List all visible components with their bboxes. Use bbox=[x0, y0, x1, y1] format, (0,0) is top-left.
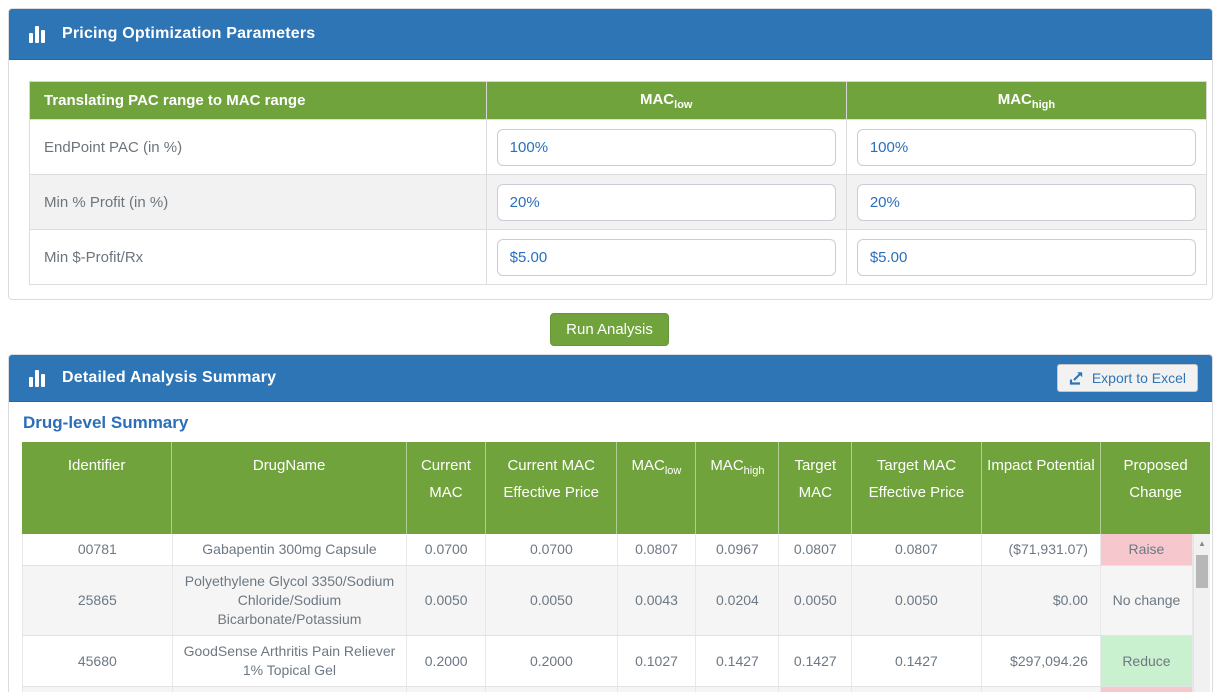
cell-mac-low: 0.0611 bbox=[617, 686, 697, 692]
analysis-summary-header: Detailed Analysis Summary Export to Exce… bbox=[9, 355, 1212, 402]
endpoint-pac-label: EndPoint PAC (in %) bbox=[29, 119, 487, 175]
analysis-summary-panel: Detailed Analysis Summary Export to Exce… bbox=[8, 354, 1213, 692]
header-mac-low: MAClow bbox=[616, 442, 697, 534]
header-target-mac-effective-price: Target MAC Effective Price bbox=[851, 442, 982, 534]
header-impact-potential: Impact Potential bbox=[981, 442, 1102, 534]
cell-proposed-change: Raise bbox=[1100, 534, 1194, 566]
table-row: 00781 Gabapentin 300mg Capsule 0.0700 0.… bbox=[22, 534, 1194, 566]
table-scrollbar[interactable]: ▲ bbox=[1193, 534, 1210, 692]
min-dollar-profit-high-input[interactable] bbox=[856, 238, 1196, 276]
bar-chart-icon bbox=[29, 369, 47, 387]
endpoint-pac-high-input[interactable] bbox=[856, 128, 1196, 166]
drug-table-body: 00781 Gabapentin 300mg Capsule 0.0700 0.… bbox=[22, 534, 1194, 692]
analysis-summary-body: Drug-level Summary Identifier DrugName C… bbox=[9, 402, 1212, 692]
cell-identifier: 10810 bbox=[22, 686, 173, 692]
drug-table-header: Identifier DrugName Current MAC Current … bbox=[22, 442, 1210, 534]
cell-drug-name: Metformin Hydrochloride 500mg Tablet bbox=[172, 686, 408, 692]
pricing-parameters-body: Translating PAC range to MAC range MAClo… bbox=[9, 60, 1212, 299]
header-drug-name: DrugName bbox=[171, 442, 408, 534]
parameters-header-label: Translating PAC range to MAC range bbox=[29, 81, 487, 120]
cell-current-eff: 0.2000 bbox=[485, 635, 618, 687]
cell-current-mac: 0.0050 bbox=[406, 565, 487, 636]
cell-mac-high: 0.0967 bbox=[695, 534, 780, 566]
bar-chart-icon bbox=[29, 25, 47, 43]
cell-current-mac: 0.2000 bbox=[406, 635, 487, 687]
cell-impact-potential: $0.00 bbox=[981, 565, 1101, 636]
cell-target-mac: 0.0611 bbox=[778, 686, 853, 692]
min-percent-profit-high-input[interactable] bbox=[856, 183, 1196, 221]
header-target-mac: Target MAC bbox=[778, 442, 853, 534]
cell-impact-potential: ($98,240.24) bbox=[981, 686, 1101, 692]
header-proposed-change: Proposed Change bbox=[1100, 442, 1210, 534]
analysis-summary-title: Detailed Analysis Summary bbox=[62, 369, 277, 386]
cell-target-mac: 0.0807 bbox=[778, 534, 853, 566]
cell-drug-name: Polyethylene Glycol 3350/Sodium Chloride… bbox=[172, 565, 408, 636]
min-percent-profit-low-input[interactable] bbox=[496, 183, 836, 221]
pricing-parameters-title: Pricing Optimization Parameters bbox=[62, 25, 316, 42]
table-row: 25865 Polyethylene Glycol 3350/Sodium Ch… bbox=[22, 565, 1194, 636]
cell-current-eff: 0.0050 bbox=[485, 565, 618, 636]
min-dollar-profit-label: Min $-Profit/Rx bbox=[29, 229, 487, 285]
header-mac-high: MAChigh bbox=[695, 442, 780, 534]
table-row: 10810 Metformin Hydrochloride 500mg Tabl… bbox=[22, 686, 1194, 692]
cell-impact-potential: ($71,931.07) bbox=[981, 534, 1101, 566]
pricing-parameters-panel: Pricing Optimization Parameters Translat… bbox=[8, 8, 1213, 300]
min-percent-profit-label: Min % Profit (in %) bbox=[29, 174, 487, 230]
cell-proposed-change: Reduce bbox=[1100, 635, 1194, 687]
scrollbar-thumb[interactable] bbox=[1196, 555, 1208, 588]
cell-target-mac: 0.0050 bbox=[778, 565, 853, 636]
cell-current-mac: 0.0700 bbox=[406, 534, 487, 566]
cell-target-eff: 0.1427 bbox=[851, 635, 982, 687]
min-dollar-profit-row: Min $-Profit/Rx bbox=[29, 229, 1208, 285]
mac-low-column-header: MAClow bbox=[485, 81, 847, 120]
cell-drug-name: GoodSense Arthritis Pain Reliever 1% Top… bbox=[172, 635, 408, 687]
cell-target-mac: 0.1427 bbox=[778, 635, 853, 687]
cell-identifier: 00781 bbox=[22, 534, 173, 566]
endpoint-pac-low-input[interactable] bbox=[496, 128, 836, 166]
cell-mac-high: 0.0204 bbox=[695, 565, 780, 636]
export-button-label: Export to Excel bbox=[1091, 370, 1186, 386]
export-icon bbox=[1069, 372, 1083, 385]
cell-mac-low: 0.0807 bbox=[617, 534, 697, 566]
parameters-header-row: Translating PAC range to MAC range MAClo… bbox=[29, 81, 1208, 120]
cell-current-eff: 0.0400 bbox=[485, 686, 618, 692]
cell-target-eff: 0.0807 bbox=[851, 534, 982, 566]
parameters-table: Translating PAC range to MAC range MAClo… bbox=[29, 81, 1208, 285]
cell-drug-name: Gabapentin 300mg Capsule bbox=[172, 534, 408, 566]
table-row: 45680 GoodSense Arthritis Pain Reliever … bbox=[22, 635, 1194, 687]
cell-mac-low: 0.0043 bbox=[617, 565, 697, 636]
header-current-mac-effective-price: Current MAC Effective Price bbox=[485, 442, 618, 534]
run-analysis-button[interactable]: Run Analysis bbox=[550, 313, 669, 346]
cell-mac-high: 0.1427 bbox=[695, 635, 780, 687]
cell-proposed-change: Raise bbox=[1100, 686, 1194, 692]
pricing-parameters-header: Pricing Optimization Parameters bbox=[9, 9, 1212, 60]
min-percent-profit-row: Min % Profit (in %) bbox=[29, 174, 1208, 230]
cell-target-eff: 0.0050 bbox=[851, 565, 982, 636]
cell-target-eff: 0.0611 bbox=[851, 686, 982, 692]
header-current-mac: Current MAC bbox=[406, 442, 486, 534]
cell-impact-potential: $297,094.26 bbox=[981, 635, 1101, 687]
drug-level-summary-title: Drug-level Summary bbox=[23, 413, 189, 432]
scrollbar-up-arrow-icon[interactable]: ▲ bbox=[1198, 539, 1206, 548]
cell-current-mac: 0.0400 bbox=[406, 686, 487, 692]
cell-identifier: 45680 bbox=[22, 635, 173, 687]
endpoint-pac-row: EndPoint PAC (in %) bbox=[29, 119, 1208, 175]
cell-mac-high: 0.0721 bbox=[695, 686, 780, 692]
cell-current-eff: 0.0700 bbox=[485, 534, 618, 566]
cell-proposed-change: No change bbox=[1100, 565, 1194, 636]
min-dollar-profit-low-input[interactable] bbox=[496, 238, 836, 276]
run-analysis-row: Run Analysis bbox=[0, 313, 1219, 346]
cell-identifier: 25865 bbox=[22, 565, 173, 636]
mac-high-column-header: MAChigh bbox=[845, 81, 1208, 120]
export-to-excel-button[interactable]: Export to Excel bbox=[1056, 364, 1198, 392]
header-identifier: Identifier bbox=[22, 442, 173, 534]
cell-mac-low: 0.1027 bbox=[617, 635, 697, 687]
drug-summary-table: Identifier DrugName Current MAC Current … bbox=[22, 442, 1210, 692]
